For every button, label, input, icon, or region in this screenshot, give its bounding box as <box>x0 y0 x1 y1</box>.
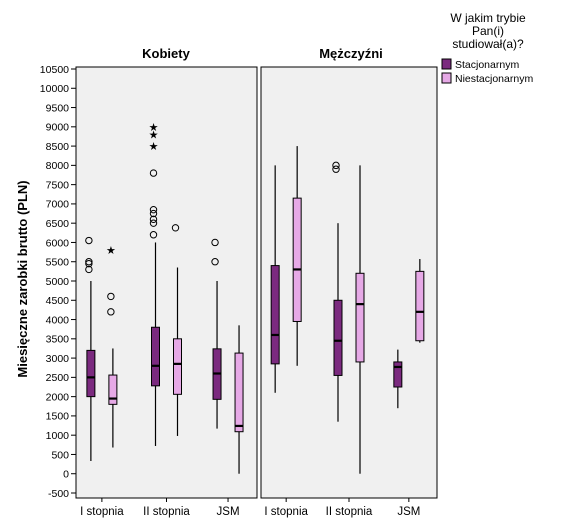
x-tick-label: II stopnia <box>326 506 373 518</box>
box-kobiety-ii-stopnia-stacjonarnym <box>151 326 160 387</box>
y-tick-label: 9500 <box>46 102 70 114</box>
box-m-czy-ni-jsm-stacjonarnym <box>393 361 403 388</box>
y-tick-label: 2000 <box>46 391 70 403</box>
panel-title-kobiety: Kobiety <box>142 46 190 61</box>
legend-label-stacjonarnym: Stacjonarnym <box>455 59 519 71</box>
outlier-point-kobiety-ii-stopnia-stacjonarnym <box>149 215 158 224</box>
y-tick-label: 0 <box>63 469 69 481</box>
legend: W jakim trybie Pan(i) studiował(a)? Stac… <box>441 11 533 85</box>
outlier-point-kobiety-jsm-stacjonarnym <box>211 238 219 247</box>
x-tick-label: JSM <box>217 506 240 518</box>
legend-label-niestacjonarnym: Niestacjonarnym <box>455 73 533 85</box>
y-tick-label: 10000 <box>40 83 69 95</box>
box-m-czy-ni-ii-stopnia-stacjonarnym <box>333 299 343 376</box>
x-tick-label: I stopnia <box>264 506 308 518</box>
y-tick-label: 10500 <box>40 64 69 76</box>
y-tick-label: -500 <box>48 488 69 500</box>
panel-frame-kobiety <box>75 66 258 499</box>
outlier-point-kobiety-ii-stopnia-stacjonarnym <box>149 205 158 214</box>
panel-frame-m-czy-ni <box>260 66 438 499</box>
outlier-point-kobiety-ii-stopnia-stacjonarnym <box>149 231 158 239</box>
box-m-czy-ni-i-stopnia-niestacjonarnym <box>292 197 302 322</box>
y-tick-label: 5500 <box>46 257 70 269</box>
x-tick-label: I stopnia <box>80 506 124 518</box>
y-tick-label: 7000 <box>46 199 70 211</box>
plot-area: -500 0 500 1000 1500 2000 2500 3000 3500 4000 4500… <box>40 64 438 518</box>
outlier-point-kobiety-i-stopnia-stacjonarnym <box>85 258 93 266</box>
x-tick-label: II stopnia <box>143 506 190 518</box>
outlier-point-kobiety-ii-stopnia-niestacjonarnym <box>171 224 180 232</box>
outlier-point-kobiety-ii-stopnia-stacjonarnym <box>149 219 158 227</box>
legend-title-line-3: studiował(a)? <box>452 37 524 51</box>
outlier-point-kobiety-i-stopnia-stacjonarnym <box>85 265 93 274</box>
outlier-point-kobiety-jsm-stacjonarnym <box>211 258 219 266</box>
box-m-czy-ni-jsm-niestacjonarnym <box>415 270 425 342</box>
panel-title-mezczyzni: Mężczyźni <box>319 46 383 61</box>
outlier-point-kobiety-ii-stopnia-stacjonarnym <box>149 209 158 218</box>
y-tick-label: 8000 <box>46 160 70 172</box>
y-tick-label: 3000 <box>46 353 70 365</box>
extreme-point-kobiety-ii-stopnia-stacjonarnym: ★ <box>149 140 159 153</box>
outlier-point-m-czy-ni-ii-stopnia-stacjonarnym <box>332 161 340 170</box>
extreme-point-kobiety-ii-stopnia-stacjonarnym: ★ <box>149 121 159 134</box>
legend-swatch-stacjonarnym <box>441 58 452 70</box>
extreme-point-kobiety-ii-stopnia-stacjonarnym: ★ <box>149 129 159 142</box>
y-tick-label: 3500 <box>46 334 70 346</box>
y-tick-label: 1500 <box>46 411 70 423</box>
box-kobiety-i-stopnia-stacjonarnym <box>86 349 96 398</box>
extreme-point-kobiety-i-stopnia-niestacjonarnym: ★ <box>106 244 116 257</box>
y-tick-label: 7500 <box>46 179 70 191</box>
y-tick-label: 5000 <box>46 276 70 288</box>
legend-title-line-2: Pan(i) <box>472 24 504 38</box>
y-tick-label: 500 <box>51 449 69 461</box>
legend-swatch-niestacjonarnym <box>441 72 452 84</box>
outlier-point-kobiety-ii-stopnia-stacjonarnym <box>149 169 158 177</box>
box-kobiety-jsm-niestacjonarnym <box>234 352 244 433</box>
x-tick-label: JSM <box>397 506 420 518</box>
outlier-point-kobiety-i-stopnia-stacjonarnym <box>85 259 93 268</box>
box-kobiety-i-stopnia-niestacjonarnym <box>108 374 118 405</box>
y-tick-label: 6000 <box>46 237 70 249</box>
box-m-czy-ni-i-stopnia-stacjonarnym <box>270 265 280 365</box>
outlier-point-kobiety-i-stopnia-niestacjonarnym <box>107 292 115 301</box>
y-tick-label: 9000 <box>46 122 70 134</box>
y-tick-label: 6500 <box>46 218 70 230</box>
y-tick-label: 8500 <box>46 141 70 153</box>
y-tick-label: 1000 <box>46 430 70 442</box>
y-tick-label: 4500 <box>46 295 70 307</box>
legend-title-line-1: W jakim trybie <box>450 11 526 25</box>
outlier-point-kobiety-i-stopnia-stacjonarnym <box>85 236 93 245</box>
box-m-czy-ni-ii-stopnia-niestacjonarnym <box>355 272 365 363</box>
box-kobiety-ii-stopnia-niestacjonarnym <box>173 338 182 395</box>
outlier-point-kobiety-i-stopnia-niestacjonarnym <box>107 308 115 316</box>
y-tick-label: 2500 <box>46 372 70 384</box>
y-tick-label: 4000 <box>46 314 70 326</box>
y-axis-title: Miesięczne zarobki brutto (PLN) <box>15 180 30 377</box>
outlier-point-m-czy-ni-ii-stopnia-stacjonarnym <box>332 165 340 173</box>
